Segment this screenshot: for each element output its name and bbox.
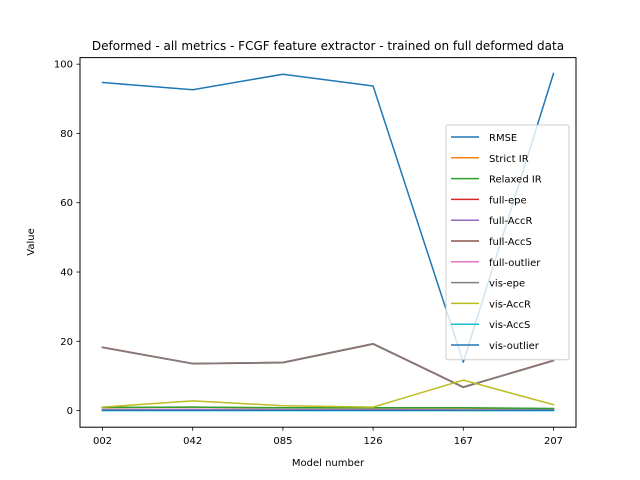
legend-label: Strict IR: [489, 154, 529, 165]
x-tick-label: 126: [364, 436, 383, 447]
y-tick-label: 80: [60, 129, 73, 140]
legend: RMSE Strict IR Relaxed IR full-epe full-AccR…: [445, 124, 570, 361]
legend-label: vis-AccS: [489, 320, 530, 331]
legend-label: full-epe: [489, 195, 527, 206]
chart-title: Deformed - all metrics - FCGF feature ex…: [92, 39, 564, 53]
legend-label: vis-epe: [489, 279, 525, 290]
series-line-vis-epe: [101, 342, 555, 388]
legend-label: vis-AccR: [489, 299, 531, 310]
y-axis-label: Value: [26, 228, 37, 255]
x-tick-label: 167: [454, 436, 473, 447]
y-tick-label: 100: [54, 60, 73, 71]
x-axis: 002 042 085 126 167 207: [93, 427, 563, 447]
series-line-relaxed-ir: [101, 406, 555, 410]
legend-label: vis-outlier: [489, 341, 540, 352]
legend-label: full-outlier: [489, 258, 541, 269]
legend-label: full-AccR: [489, 216, 532, 227]
x-tick-label: 042: [183, 436, 202, 447]
y-tick-label: 40: [60, 268, 73, 279]
series-lines: [101, 72, 555, 412]
x-tick-label: 002: [93, 436, 112, 447]
y-axis: 0 20 40 60 80 100: [54, 60, 80, 417]
x-tick-label: 085: [273, 436, 292, 447]
y-tick-label: 20: [60, 337, 73, 348]
x-axis-label: Model number: [292, 458, 365, 469]
x-tick-label: 207: [544, 436, 563, 447]
y-tick-label: 0: [67, 406, 73, 417]
series-line-vis-accr: [101, 379, 555, 408]
legend-label: full-AccS: [489, 237, 532, 248]
legend-label: Relaxed IR: [489, 175, 542, 186]
legend-box: [445, 124, 570, 361]
axes-frame: [79, 57, 577, 428]
legend-label: RMSE: [489, 133, 517, 144]
y-tick-label: 60: [60, 198, 73, 209]
